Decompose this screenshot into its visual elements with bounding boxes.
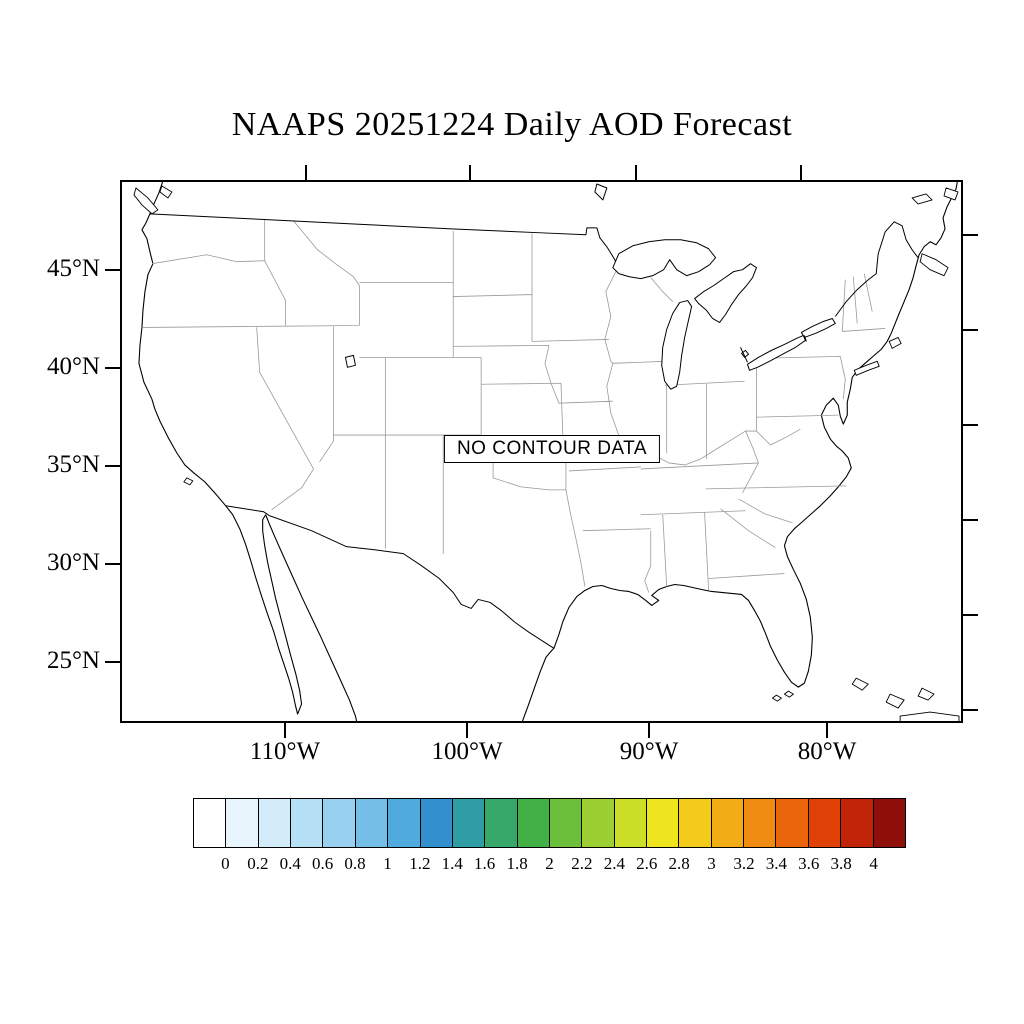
right-edge-tick <box>963 519 978 521</box>
colorbar-cell <box>549 799 583 847</box>
great-lakes <box>344 183 836 390</box>
colorbar-tick-label: 2.6 <box>636 854 658 873</box>
colorbar-cell <box>873 799 905 847</box>
colorbar-cell <box>452 799 486 847</box>
lake-superior <box>612 239 717 280</box>
colorbar-cell <box>355 799 389 847</box>
colorbar-cell <box>485 799 518 847</box>
right-edge-tick <box>963 709 978 711</box>
colorbar-cell <box>323 799 356 847</box>
colorbar-tick-label: 1.4 <box>441 854 463 873</box>
right-edge-tick <box>963 424 978 426</box>
lat-tick-label: 40°N <box>46 353 100 380</box>
lon-tick-label: 100°W <box>431 738 503 765</box>
colorbar-cell <box>841 799 874 847</box>
state-borders <box>142 218 886 593</box>
aod-colorbar <box>193 798 906 848</box>
lon-tick-label: 110°W <box>249 738 321 765</box>
mexico-border <box>225 505 555 649</box>
colorbar-cell <box>420 799 453 847</box>
lake-huron <box>694 263 757 323</box>
colorbar-cell <box>517 799 550 847</box>
northeast-border <box>740 221 919 363</box>
top-edge-tick <box>469 165 471 180</box>
colorbar-cell <box>388 799 421 847</box>
right-edge-tick <box>963 234 978 236</box>
lon-tick <box>826 723 828 738</box>
lat-tick <box>105 465 120 467</box>
colorbar-cell <box>776 799 809 847</box>
colorbar-tick-label: 3.8 <box>830 854 852 873</box>
colorbar-cell <box>194 799 227 847</box>
colorbar-tick-label: 2.8 <box>668 854 690 873</box>
colorbar-cell <box>679 799 712 847</box>
lat-tick-label: 35°N <box>46 451 100 478</box>
top-edge-tick <box>305 165 307 180</box>
colorbar-tick-label: 1 <box>383 854 392 873</box>
colorbar-cell <box>226 799 259 847</box>
lon-tick <box>466 723 468 738</box>
colorbar-tick-label: 0.4 <box>279 854 301 873</box>
colorbar-tick-label: 0.2 <box>247 854 269 873</box>
lat-tick-label: 45°N <box>46 255 100 282</box>
colorbar-tick-label: 3 <box>707 854 716 873</box>
lon-tick-label: 90°W <box>619 738 679 765</box>
lat-tick <box>105 269 120 271</box>
colorbar-tick-label: 4 <box>869 854 878 873</box>
colorbar-cell <box>258 799 292 847</box>
colorbar-tick-label: 3.4 <box>765 854 787 873</box>
colorbar-tick-label: 3.6 <box>798 854 820 873</box>
lon-tick <box>648 723 650 738</box>
lake-winnipeg-tip <box>594 183 608 201</box>
colorbar-tick-label: 3.2 <box>733 854 755 873</box>
canada-border <box>149 213 618 266</box>
colorbar-tick-label: 1.2 <box>409 854 431 873</box>
colorbar-cell <box>744 799 777 847</box>
lat-tick <box>105 367 120 369</box>
colorbar-cell <box>808 799 842 847</box>
great-salt-lake <box>344 354 356 368</box>
lake-michigan <box>661 300 693 390</box>
colorbar-cell <box>614 799 648 847</box>
lat-tick-label: 25°N <box>46 647 100 674</box>
colorbar-tick-label: 2 <box>545 854 554 873</box>
colorbar-tick-label: 1.8 <box>506 854 528 873</box>
top-edge-tick <box>635 165 637 180</box>
colorbar-tick-label: 0 <box>221 854 230 873</box>
colorbar-tick-label: 0.8 <box>344 854 366 873</box>
colorbar-tick-label: 2.4 <box>603 854 625 873</box>
colorbar-cell <box>291 799 324 847</box>
lat-tick <box>105 661 120 663</box>
lake-erie <box>747 334 806 371</box>
top-edge-tick <box>800 165 802 180</box>
lon-tick <box>284 723 286 738</box>
no-contour-data-label: NO CONTOUR DATA <box>443 435 661 463</box>
colorbar-tick-label: 0.6 <box>312 854 334 873</box>
colorbar-tick-label: 1.6 <box>474 854 496 873</box>
colorbar-tick-label: 2.2 <box>571 854 593 873</box>
right-edge-tick <box>963 614 978 616</box>
plot-title: NAAPS 20251224 Daily AOD Forecast <box>231 106 793 143</box>
colorbar-cell <box>647 799 680 847</box>
lat-tick <box>105 563 120 565</box>
colorbar-cell <box>711 799 745 847</box>
colorbar-cell <box>582 799 615 847</box>
lat-tick-label: 30°N <box>46 549 100 576</box>
right-edge-tick <box>963 329 978 331</box>
lake-ontario <box>800 317 836 338</box>
lon-tick-label: 80°W <box>797 738 857 765</box>
